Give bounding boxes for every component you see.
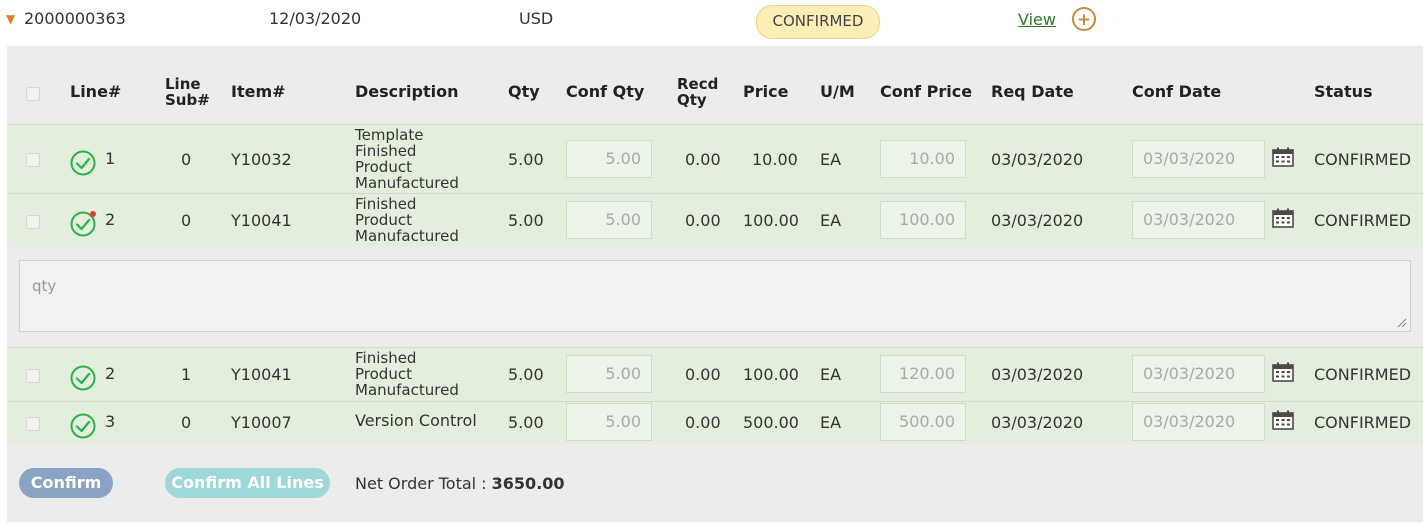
header-item: Item# — [231, 82, 286, 101]
conf-price-input[interactable]: 500.00 — [880, 403, 966, 441]
header-status: Status — [1314, 82, 1373, 101]
row-req-date: 03/03/2020 — [991, 150, 1084, 169]
conf-price-input[interactable]: 10.00 — [880, 140, 966, 178]
select-all-checkbox[interactable] — [26, 87, 40, 101]
row-um: EA — [820, 365, 842, 384]
row-item: Y10041 — [231, 211, 292, 230]
row-price: 100.00 — [743, 365, 799, 384]
row-line: 2 — [105, 364, 116, 383]
row-um: EA — [820, 150, 842, 169]
confirm-button[interactable]: Confirm — [19, 468, 113, 498]
confirmed-check-icon — [70, 150, 96, 176]
row-req-date: 03/03/2020 — [991, 365, 1084, 384]
row-checkbox[interactable] — [26, 369, 40, 383]
row-description: Version Control — [355, 411, 477, 430]
row-sub: 0 — [181, 413, 192, 432]
row-sub: 0 — [181, 211, 192, 230]
net-total-label: Net Order Total : — [355, 474, 492, 493]
row-description: Finished Product Manufactured — [355, 349, 459, 399]
row-item: Y10032 — [231, 150, 292, 169]
header-recd-bottom: Qty — [677, 91, 707, 109]
row-item: Y10007 — [231, 413, 292, 432]
calendar-icon[interactable] — [1272, 208, 1294, 228]
conf-date-input[interactable]: 03/03/2020 — [1132, 140, 1265, 178]
confirm-all-lines-button[interactable]: Confirm All Lines — [165, 468, 330, 498]
row-recd-qty: 0.00 — [685, 211, 721, 230]
confirmed-check-icon — [70, 211, 96, 237]
row-price: 10.00 — [752, 150, 798, 169]
row-price: 100.00 — [743, 211, 799, 230]
row-status: CONFIRMED — [1314, 413, 1412, 432]
row-qty: 5.00 — [508, 150, 544, 169]
header-conf-qty: Conf Qty — [566, 82, 645, 101]
resize-handle-icon[interactable] — [1397, 318, 1407, 328]
order-number: 2000000363 — [24, 9, 126, 28]
row-recd-qty: 0.00 — [685, 413, 721, 432]
row-description: Template Finished Product Manufactured — [355, 126, 459, 192]
header-price: Price — [743, 82, 789, 101]
calendar-icon[interactable] — [1272, 362, 1294, 382]
conf-qty-input[interactable]: 5.00 — [566, 355, 652, 393]
row-checkbox[interactable] — [26, 417, 40, 431]
header-description: Description — [355, 82, 459, 101]
conf-price-input[interactable]: 100.00 — [880, 201, 966, 239]
header-conf-date: Conf Date — [1132, 82, 1222, 101]
header-conf-price: Conf Price — [880, 82, 973, 101]
row-description: Finished Product Manufactured — [355, 195, 459, 245]
header-qty: Qty — [508, 82, 540, 101]
confirmed-check-icon — [70, 413, 96, 439]
expand-caret-icon[interactable]: ▼ — [6, 12, 16, 26]
row-line: 3 — [105, 412, 116, 431]
header-recd-top: Recd — [677, 75, 719, 93]
header-line-sub-top: Line — [165, 75, 201, 93]
row-line: 2 — [105, 210, 116, 229]
row-sub: 0 — [181, 150, 192, 169]
calendar-icon[interactable] — [1272, 410, 1294, 430]
header-line-sub-bottom: Sub# — [165, 91, 210, 109]
add-icon[interactable]: + — [1072, 7, 1096, 31]
confirmed-check-icon — [70, 365, 96, 391]
net-total-value: 3650.00 — [491, 474, 565, 493]
row-status: CONFIRMED — [1314, 365, 1412, 384]
row-price: 500.00 — [743, 413, 799, 432]
row-um: EA — [820, 211, 842, 230]
row-qty: 5.00 — [508, 365, 544, 384]
row-status: CONFIRMED — [1314, 150, 1412, 169]
order-currency: USD — [519, 9, 554, 28]
row-checkbox[interactable] — [26, 215, 40, 229]
row-recd-qty: 0.00 — [685, 150, 721, 169]
order-date: 12/03/2020 — [269, 9, 362, 28]
row-qty: 5.00 — [508, 413, 544, 432]
header-req-date: Req Date — [991, 82, 1074, 101]
row-req-date: 03/03/2020 — [991, 413, 1084, 432]
conf-qty-input[interactable]: 5.00 — [566, 140, 652, 178]
row-status: CONFIRMED — [1314, 211, 1412, 230]
row-um: EA — [820, 413, 842, 432]
row-sub: 1 — [181, 365, 192, 384]
conf-price-input[interactable]: 120.00 — [880, 355, 966, 393]
header-line: Line# — [70, 82, 122, 101]
conf-date-input[interactable]: 03/03/2020 — [1132, 403, 1265, 441]
note-indicator-dot — [90, 211, 96, 217]
net-order-total: Net Order Total : 3650.00 — [355, 474, 565, 493]
order-status-badge: CONFIRMED — [756, 5, 880, 39]
row-checkbox[interactable] — [26, 153, 40, 167]
conf-qty-input[interactable]: 5.00 — [566, 403, 652, 441]
header-um: U/M — [820, 82, 855, 101]
conf-date-input[interactable]: 03/03/2020 — [1132, 355, 1265, 393]
calendar-icon[interactable] — [1272, 147, 1294, 167]
conf-date-input[interactable]: 03/03/2020 — [1132, 201, 1265, 239]
row-item: Y10041 — [231, 365, 292, 384]
row-recd-qty: 0.00 — [685, 365, 721, 384]
row-req-date: 03/03/2020 — [991, 211, 1084, 230]
row-line: 1 — [105, 149, 116, 168]
row-qty: 5.00 — [508, 211, 544, 230]
note-placeholder: qty — [32, 277, 57, 295]
conf-qty-input[interactable]: 5.00 — [566, 201, 652, 239]
line-note-textarea[interactable]: qty — [19, 260, 1411, 332]
view-link[interactable]: View — [1018, 10, 1056, 29]
